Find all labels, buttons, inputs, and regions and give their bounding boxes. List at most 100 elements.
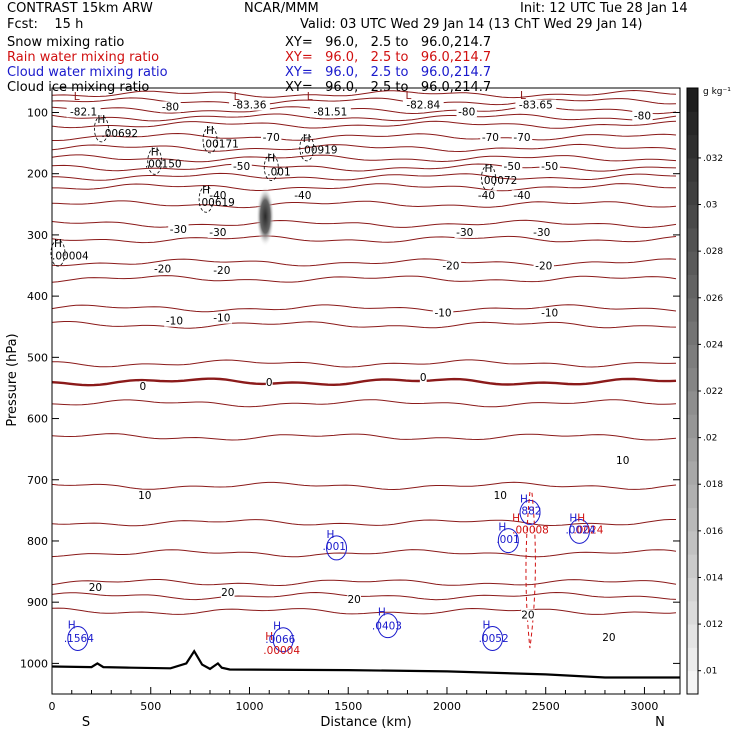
isotherm-line [51, 219, 677, 229]
isotherm-label: -40 [478, 190, 495, 202]
isotherm-line [52, 132, 677, 141]
isotherm-label: -83.65 [519, 100, 553, 112]
isotherm-label-bg [533, 260, 554, 272]
cloud-ice-maximum [256, 186, 275, 247]
cloud-water-max-value: .0024 [565, 525, 595, 537]
colorbar-swatch [687, 484, 698, 509]
isotherm-label-bg [164, 315, 185, 327]
snow-max-value: .001 [267, 167, 290, 179]
isotherm-label: -81.51 [314, 106, 348, 118]
colorbar-swatch [687, 204, 698, 229]
isotherm-label: -70 [482, 132, 499, 144]
snow-contour [263, 154, 279, 181]
isotherm-label: -40 [294, 190, 311, 202]
cloud-water-high-marker: H [273, 621, 281, 633]
isotherm-line [51, 235, 677, 244]
field-xy-rain: XY= 96.0, 2.5 to 96.0,214.7 [285, 50, 492, 65]
isotherm-label: -30 [533, 227, 550, 239]
isotherm-line [51, 519, 676, 527]
isotherm-line [51, 399, 677, 408]
isotherm-label-bg [539, 307, 560, 319]
field-name-snow: Snow mixing ratio [7, 35, 125, 50]
cloud-water-max-value: .1564 [64, 633, 94, 645]
x-tick-label: 3000 [630, 700, 658, 713]
isotherm-label: -20 [535, 261, 552, 273]
isotherm-label: -40 [209, 190, 226, 202]
y-tick-label: 700 [27, 474, 48, 487]
cloud-water-contour [568, 518, 590, 544]
terrain-line [51, 649, 680, 679]
isotherm-label-bg [220, 586, 235, 598]
snow-high-marker: H [484, 163, 492, 175]
colorbar-tick-label: .03 [703, 201, 717, 211]
isotherm-label: -30 [170, 224, 187, 236]
isotherm-label: -82.84 [406, 100, 440, 112]
cloud-water-max-value: .001 [323, 541, 346, 553]
isotherm-line [51, 591, 677, 601]
y-tick-label: 800 [27, 535, 48, 548]
colorbar-swatch [687, 227, 698, 252]
isotherm-label: -20 [213, 265, 230, 277]
colorbar-swatch [687, 460, 698, 485]
cloud-water-max-value: .0066 [265, 634, 295, 646]
x-tick-label: 500 [140, 700, 161, 713]
cloud-water-high-marker: H [569, 512, 577, 524]
colorbar-swatch [687, 274, 698, 299]
isotherm-label-bg [521, 609, 535, 621]
colorbar-swatch [687, 157, 698, 182]
snow-high-marker: H [267, 152, 275, 164]
y-tick-label: 200 [27, 168, 48, 181]
snow-high-marker: H [97, 114, 105, 126]
colorbar-tick-label: .026 [703, 294, 723, 304]
isotherm-label: -10 [166, 316, 183, 328]
isotherm-line [51, 321, 677, 329]
colorbar-swatch [687, 344, 698, 369]
snow-contour [94, 115, 109, 143]
isotherm-label: 0 [420, 372, 427, 384]
isotherm-label-bg [511, 190, 533, 202]
snow-max-value: .00692 [101, 128, 138, 140]
colorbar-swatch [687, 111, 698, 136]
isotherm-label-bg [402, 99, 444, 111]
isotherm-line [51, 481, 677, 491]
north-label: N [655, 715, 665, 730]
cloud-water-contour [377, 613, 399, 639]
snow-contour [299, 134, 315, 162]
isotherm-line [51, 607, 677, 615]
colorbar-swatch [687, 670, 698, 695]
cloud-water-max-value: .0403 [372, 621, 402, 633]
org-label: NCAR/MMM [244, 1, 319, 16]
y-tick-label: 300 [27, 229, 48, 242]
isotherm-line [51, 200, 677, 209]
isotherm-label-bg [419, 371, 427, 383]
cloud-water-max-value: .001 [496, 534, 519, 546]
isotherm-label-bg [539, 160, 560, 172]
field-xy-cloud-water: XY= 96.0, 2.5 to 96.0,214.7 [285, 65, 492, 80]
isotherm-label-bg [66, 106, 101, 118]
colorbar-swatch [687, 414, 698, 439]
snow-high-marker: H [202, 184, 210, 196]
colorbar-swatch [687, 530, 698, 555]
colorbar-tick-label: .032 [703, 154, 723, 164]
isotherm-label: 20 [221, 587, 234, 599]
isotherm-label: -80 [162, 101, 179, 113]
isotherm-label-bg [615, 455, 630, 467]
isotherm-label-bg [211, 312, 233, 324]
isotherm-label-bg [602, 632, 616, 644]
isotherm-label: -40 [513, 190, 530, 202]
field-name-cloud-water: Cloud water mixing ratio [7, 65, 168, 80]
isotherm-label: -82.1 [70, 106, 97, 118]
y-tick-label: 1000 [20, 657, 48, 670]
rain-high-marker: H [265, 631, 273, 643]
cloud-water-contour [272, 627, 294, 653]
colorbar-swatch [687, 367, 698, 392]
snow-max-value: .00919 [301, 144, 338, 156]
isotherm-label: -50 [504, 161, 521, 173]
isotherm-label: 10 [138, 490, 151, 502]
snow-contour [50, 239, 66, 267]
colorbar-swatch [687, 181, 698, 206]
colorbar-tick-label: .018 [703, 480, 723, 490]
cloud-water-high-marker: H [68, 620, 76, 632]
isotherm-label-bg [347, 594, 361, 606]
snow-max-value: .00171 [202, 138, 239, 150]
